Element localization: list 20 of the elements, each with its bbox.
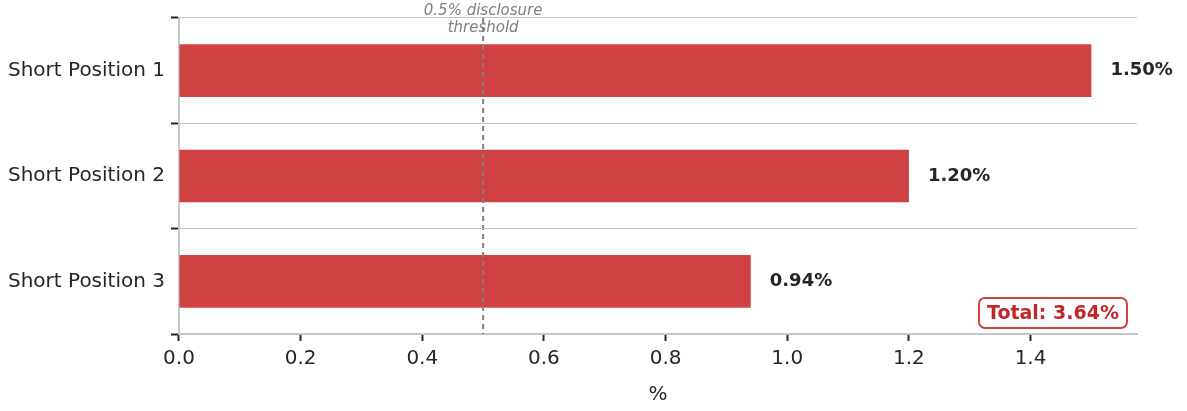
x-tick-label: 0.6 (528, 345, 560, 370)
x-tick-label: 1.2 (892, 345, 925, 370)
x-tick-label: 0.4 (406, 345, 439, 370)
annotation: Total: 3.64% (986, 300, 1120, 323)
x-tick-label: 0.0 (163, 345, 195, 370)
y-tick-label: Short Position 3 (8, 267, 165, 292)
y-tick-label: Short Position 2 (8, 162, 165, 187)
data-label: 1.20% (927, 163, 991, 185)
data-label: 1.50% (1110, 58, 1173, 80)
x-axis-title: % (648, 381, 668, 406)
data-label: 0.94% (769, 269, 833, 291)
bar (179, 44, 1092, 97)
bar (179, 255, 751, 308)
y-tick-label: Short Position 1 (8, 56, 165, 81)
ref-line-label: 0.5% disclosure threshold (423, 1, 543, 37)
x-tick-label: 0.8 (649, 345, 682, 370)
bar (179, 149, 909, 203)
x-tick-label: 0.2 (284, 345, 317, 370)
x-tick-label: 1.0 (771, 345, 804, 370)
x-tick-label: 1.4 (1014, 345, 1047, 370)
